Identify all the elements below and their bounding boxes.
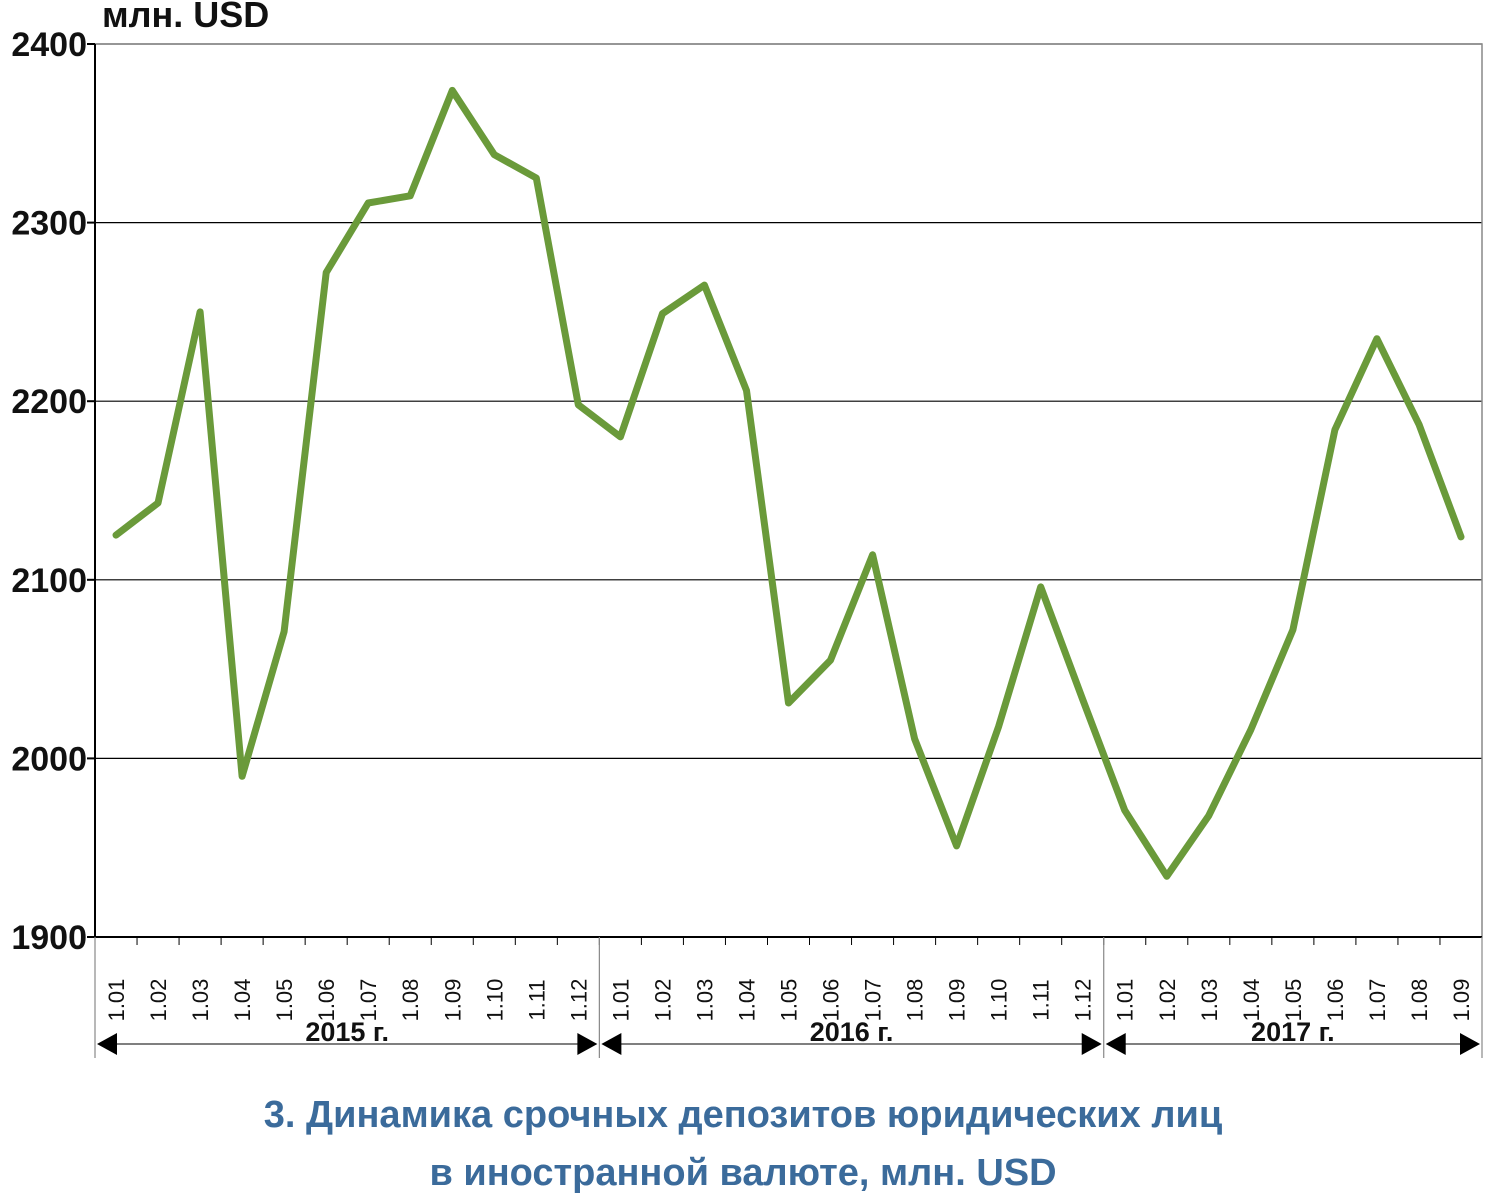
x-tick-label: 1.01 — [104, 979, 129, 1022]
x-tick-label: 1.03 — [692, 979, 717, 1022]
x-tick-label: 1.05 — [272, 979, 297, 1022]
y-tick-label: 1900 — [11, 919, 87, 957]
data-point — [155, 500, 162, 507]
data-point — [281, 628, 288, 635]
data-point — [617, 433, 624, 440]
x-tick-label: 1.01 — [608, 979, 633, 1022]
data-point — [575, 401, 582, 408]
y-axis-label: млн. USD — [102, 0, 270, 35]
data-point — [1289, 626, 1296, 633]
data-point — [323, 269, 330, 276]
x-tick-label: 1.09 — [1449, 979, 1474, 1022]
data-point — [449, 87, 456, 94]
x-tick-label: 1.03 — [1197, 979, 1222, 1022]
arrow-right-icon — [577, 1033, 598, 1055]
caption-line-1: 3. Динамика срочных депозитов юридически… — [263, 1094, 1223, 1136]
x-tick-label: 1.02 — [146, 979, 171, 1022]
grid-lines — [95, 43, 1482, 760]
year-groups: 2015 г. 2016 г. 2017 г. — [94, 937, 1483, 1058]
data-point — [1037, 583, 1044, 590]
x-tick-label: 1.03 — [188, 979, 213, 1022]
x-tick-label: 1.04 — [230, 979, 255, 1022]
data-point — [491, 151, 498, 158]
data-point — [701, 282, 708, 289]
data-point — [869, 551, 876, 558]
arrow-right-icon — [1460, 1033, 1480, 1055]
x-tick-label: 1.08 — [903, 979, 928, 1022]
data-point — [743, 387, 750, 394]
data-point — [1373, 335, 1380, 342]
x-tick-label: 1.09 — [945, 979, 970, 1022]
x-tick-label: 1.07 — [1365, 979, 1390, 1022]
x-tick-label: 1.10 — [482, 979, 507, 1022]
x-tick-labels: 1.01 1.02 1.03 1.04 1.05 1.06 1.07 1.08 1.09 1.10… — [104, 979, 1474, 1022]
x-tick-label: 1.09 — [440, 979, 465, 1022]
data-point — [785, 700, 792, 707]
data-point — [995, 723, 1002, 730]
x-tick-label: 1.12 — [566, 979, 591, 1022]
data-point — [1247, 726, 1254, 733]
data-point — [827, 657, 834, 664]
x-tick-label: 1.04 — [1239, 979, 1264, 1022]
group-label: 2017 г. — [1251, 1017, 1335, 1047]
arrow-left-icon — [97, 1033, 117, 1055]
data-point — [239, 773, 246, 780]
x-tick-label: 1.02 — [650, 979, 675, 1022]
data-point — [365, 199, 372, 206]
y-tick-label: 2300 — [11, 205, 87, 243]
x-tick-label: 1.08 — [1407, 979, 1432, 1022]
data-point — [1205, 812, 1212, 819]
data-point — [1079, 696, 1086, 703]
x-tick-label: 1.08 — [398, 979, 423, 1022]
data-point — [533, 174, 540, 181]
data-point — [659, 310, 666, 317]
data-point — [953, 842, 960, 849]
x-tick-label: 1.11 — [1029, 979, 1054, 1020]
data-point — [197, 308, 204, 315]
data-point — [113, 532, 120, 539]
data-point — [911, 735, 918, 742]
x-tick-label: 1.05 — [1281, 979, 1306, 1022]
group-label: 2016 г. — [810, 1017, 894, 1047]
x-tick-label: 1.12 — [1071, 979, 1096, 1022]
x-tick-label: 1.11 — [524, 979, 549, 1020]
axes — [87, 43, 1483, 945]
arrow-left-icon — [601, 1033, 622, 1055]
data-point — [407, 192, 414, 199]
x-tick-label: 1.06 — [819, 979, 844, 1022]
x-tick-label: 1.01 — [1113, 979, 1138, 1022]
y-tick-labels: 1900 2000 2100 2200 2300 2400 — [11, 26, 87, 957]
y-tick-label: 2000 — [11, 740, 87, 778]
x-tick-label: 1.07 — [356, 979, 381, 1022]
caption-line-2: в иностранной валюте, млн. USD — [429, 1152, 1057, 1194]
x-tick-label: 1.04 — [734, 979, 759, 1022]
arrow-left-icon — [1105, 1033, 1126, 1055]
x-tick-label: 1.05 — [777, 979, 802, 1022]
arrow-right-icon — [1081, 1033, 1102, 1055]
x-tick-label: 1.06 — [1323, 979, 1348, 1022]
x-tick-label: 1.02 — [1155, 979, 1180, 1022]
data-point — [1121, 807, 1128, 814]
y-tick-label: 2100 — [11, 562, 87, 600]
data-point — [1163, 873, 1170, 880]
group-label: 2015 г. — [305, 1017, 389, 1047]
data-points — [113, 87, 1464, 880]
y-tick-label: 2200 — [11, 383, 87, 421]
x-tick-label: 1.10 — [987, 979, 1012, 1022]
data-point — [1457, 533, 1464, 540]
data-point — [1415, 421, 1422, 428]
y-tick-label: 2400 — [11, 26, 87, 64]
x-tick-label: 1.06 — [314, 979, 339, 1022]
data-point — [1331, 426, 1338, 433]
x-tick-label: 1.07 — [861, 979, 886, 1022]
